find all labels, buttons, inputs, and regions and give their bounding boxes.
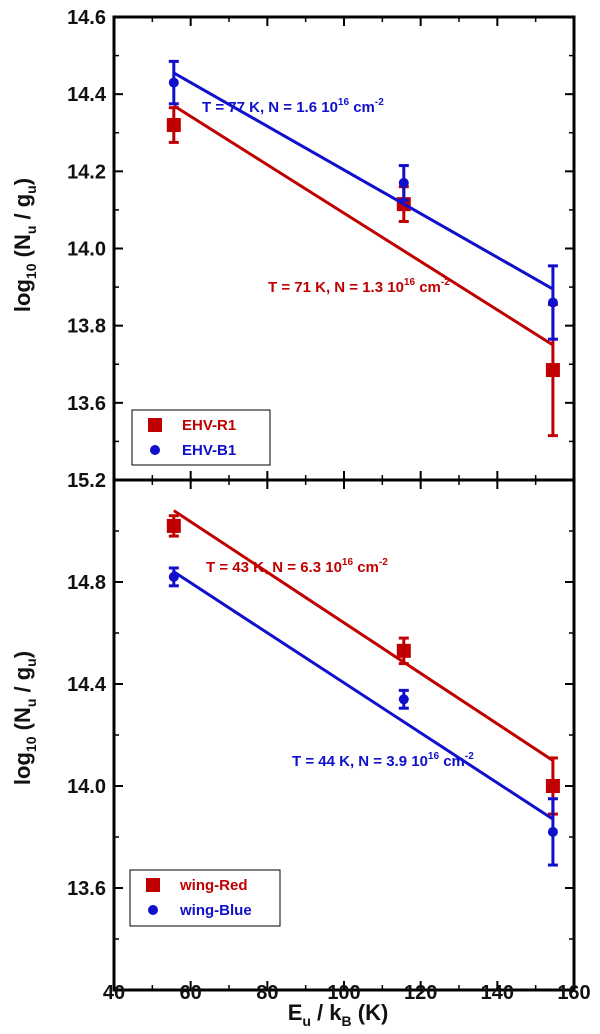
- x-axis: 40 60 80 100 120 140 160: [103, 982, 591, 1004]
- legend-bottom: wing-Red wing-Blue: [129, 869, 281, 927]
- legend-marker-EHV-B1: [150, 445, 160, 455]
- y-tick-label-top: 14.6: [67, 7, 106, 29]
- y-tick-label-top: 14.2: [67, 161, 106, 183]
- y-tick-label-bottom: 15.2: [67, 470, 106, 492]
- fit-label-EHV-R1: T = 71 K, N = 1.3 1016 cm-2: [268, 277, 450, 296]
- legend-top: EHV-R1 EHV-B1: [131, 409, 271, 466]
- y-tick-label-bottom: 14.0: [67, 776, 106, 798]
- data-point-EHV-B1: [547, 297, 558, 308]
- series-EHV-B1: [168, 59, 558, 341]
- fit-label-EHV-B1: T = 77 K, N = 1.6 1016 cm-2: [202, 97, 384, 116]
- series-wing-Red: [166, 509, 560, 816]
- x-tick-label: 140: [481, 982, 514, 1004]
- data-point-wing-Blue: [398, 694, 409, 705]
- legend-label-wing-Red: wing-Red: [179, 877, 248, 894]
- data-point-wing-Blue: [168, 571, 179, 582]
- fit-line-EHV-R1: [172, 104, 554, 347]
- x-axis-label: Eu / kB (K): [288, 1000, 389, 1029]
- x-tick-label: 60: [180, 982, 202, 1004]
- y-tick-label-top: 13.6: [67, 393, 106, 415]
- data-point-wing-Red: [396, 643, 411, 658]
- fit-label-wing-Red: T = 43 K, N = 6.3 1016 cm-2: [206, 557, 388, 576]
- legend-marker-EHV-R1: [148, 418, 162, 432]
- data-point-EHV-R1: [545, 363, 560, 378]
- x-tick-label: 100: [327, 982, 360, 1004]
- data-point-wing-Blue: [547, 826, 558, 837]
- bottom-panel: 13.6 14.0 14.4 14.8 15.2 T = 43 K, N = 6.3 10…: [67, 470, 576, 992]
- y-tick-label-top: 13.8: [67, 316, 106, 338]
- legend-label-wing-Blue: wing-Blue: [179, 902, 252, 919]
- data-point-wing-Red: [166, 518, 181, 533]
- legend-marker-wing-Red: [146, 878, 160, 892]
- data-point-wing-Red: [545, 779, 560, 793]
- data-point-EHV-R1: [166, 118, 181, 133]
- data-point-EHV-B1: [168, 77, 179, 88]
- y-axis-label-bottom: log10 (Nu / gu): [10, 651, 39, 785]
- y-tick-label-bottom: 13.6: [67, 878, 106, 900]
- x-tick-label: 120: [404, 982, 437, 1004]
- x-tick-label: 40: [103, 982, 125, 1004]
- y-tick-label-bottom: 14.8: [67, 572, 106, 594]
- x-tick-label: 80: [256, 982, 278, 1004]
- fit-line-EHV-B1: [173, 71, 554, 291]
- series-EHV-R1: [166, 104, 560, 438]
- fit-label-wing-Blue: T = 44 K, N = 3.9 1016 cm-2: [292, 751, 474, 770]
- y-tick-label-bottom: 14.4: [67, 674, 107, 696]
- legend-label-EHV-B1: EHV-B1: [182, 442, 236, 459]
- data-point-EHV-B1: [398, 177, 409, 188]
- y-axis-label-top: log10 (Nu / gu): [10, 178, 39, 312]
- fit-line-wing-Blue: [172, 570, 554, 821]
- series-wing-Blue: [168, 566, 558, 867]
- y-tick-label-top: 14.0: [67, 239, 106, 261]
- fit-line-wing-Red: [172, 509, 554, 762]
- top-panel: 13.6 13.8 14.0 14.2 14.4 14.6 T = 77 K, N = 1.…: [67, 7, 576, 482]
- y-tick-label-top: 14.4: [67, 84, 107, 106]
- legend-marker-wing-Blue: [148, 905, 158, 915]
- legend-label-EHV-R1: EHV-R1: [182, 417, 236, 434]
- x-tick-label: 160: [557, 982, 590, 1004]
